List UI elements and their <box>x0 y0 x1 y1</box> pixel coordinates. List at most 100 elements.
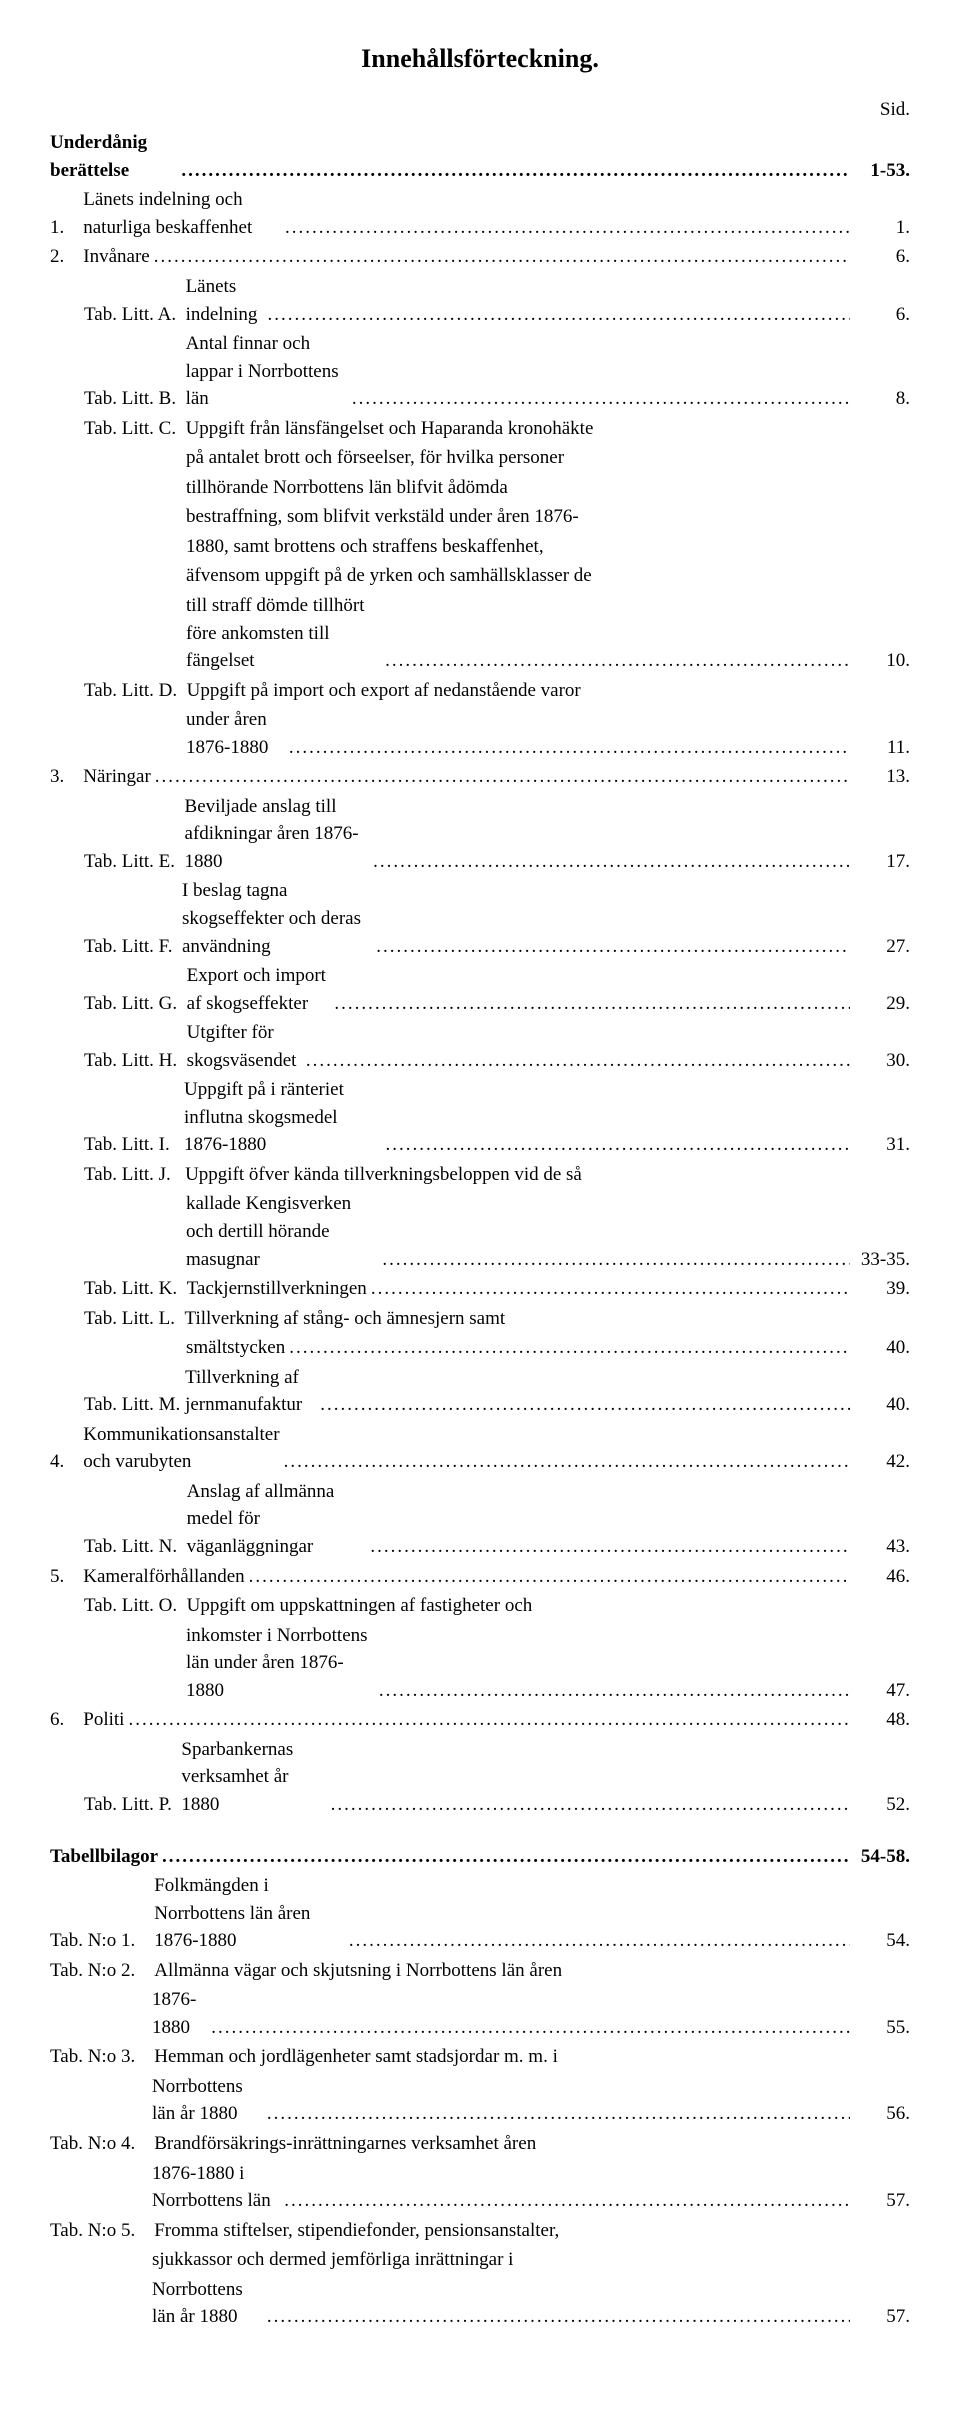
toc-entry: 2. Invånare.............................… <box>50 243 910 271</box>
document-page: Innehållsförteckning. Sid. Underdånig be… <box>50 40 910 2331</box>
entry-text: Politi <box>83 1706 124 1734</box>
entry-text: under åren 1876-1880 <box>186 706 285 761</box>
entry-page: 6. <box>850 243 910 271</box>
leader-dots: ........................................… <box>366 1533 850 1561</box>
toc-entry: under åren 1876-1880....................… <box>50 706 910 761</box>
entry-page: 43. <box>850 1533 910 1561</box>
leader-dots: ........................................… <box>375 1677 850 1705</box>
entry-page: 39. <box>850 1275 910 1303</box>
toc-entry: Tab. Litt. J. Uppgift öfver kända tillve… <box>50 1161 910 1189</box>
toc-entry: Tab. Litt. E. Beviljade anslag till afdi… <box>50 793 910 876</box>
leader-dots: ........................................… <box>177 157 850 185</box>
entry-text: Uppgift öfver kända tillverkningsbeloppe… <box>185 1161 582 1189</box>
leader-dots: ........................................… <box>327 1791 850 1819</box>
entry-label: 2. <box>50 243 83 271</box>
leader-dots: ........................................… <box>263 2303 850 2331</box>
leader-dots: ........................................… <box>245 1563 850 1591</box>
entry-text: smältstycken <box>186 1334 285 1362</box>
toc-entry: äfvensom uppgift på de yrken och samhäll… <box>50 562 910 590</box>
entry-text: Näringar <box>83 763 151 791</box>
entry-text: Kommunikationsanstalter och varubyten <box>83 1421 279 1476</box>
toc-entry: bestraffning, som blifvit verkstäld unde… <box>50 503 910 531</box>
leader-dots: ........................................… <box>280 2187 850 2215</box>
entry-page: 57. <box>850 2187 910 2215</box>
entry-label: Tab. Litt. H. <box>84 1047 187 1075</box>
entry-page: 57. <box>850 2303 910 2331</box>
entry-text: Länets indelning <box>186 273 264 328</box>
entry-text: 1876-1880 <box>152 1986 207 2041</box>
entry-page: 8. <box>850 385 910 413</box>
toc-entry: Tab. Litt. L. Tillverkning af stång- och… <box>50 1305 910 1333</box>
page-title: Innehållsförteckning. <box>50 40 910 78</box>
entry-text: till straff dömde tillhört före ankomste… <box>186 592 381 675</box>
entry-page: 42. <box>850 1448 910 1476</box>
leader-dots: ........................................… <box>372 933 850 961</box>
entry-label: Tab. Litt. I. <box>84 1131 184 1159</box>
entry-text: Fromma stiftelser, stipendiefonder, pens… <box>154 2217 559 2245</box>
leader-dots: ........................................… <box>280 1448 850 1476</box>
entry-label: Tab. N:o 1. <box>50 1927 154 1955</box>
entry-text: Uppgift på i ränteriet influtna skogsmed… <box>184 1076 381 1159</box>
toc-entry: Tab. Litt. B. Antal finnar och lappar i … <box>50 330 910 413</box>
toc-entry: inkomster i Norrbottens län under åren 1… <box>50 1622 910 1705</box>
entry-label: Tab. N:o 3. <box>50 2043 154 2071</box>
leader-dots: ........................................… <box>150 243 850 271</box>
entry-page: 27. <box>850 933 910 961</box>
entry-text: Brandförsäkrings-inrättningarnes verksam… <box>154 2130 536 2158</box>
leader-dots: ........................................… <box>263 301 850 329</box>
leader-dots: ........................................… <box>316 1391 850 1419</box>
toc-entry: 3. Näringar.............................… <box>50 763 910 791</box>
entry-text: Kameralförhållanden <box>83 1563 244 1591</box>
toc-entry: Norrbottens län år 1880.................… <box>50 2073 910 2128</box>
entry-text: bestraffning, som blifvit verkstäld unde… <box>186 503 579 531</box>
toc-entry: till straff dömde tillhört före ankomste… <box>50 592 910 675</box>
entry-text: Uppgift på import och export af nedanstå… <box>187 677 581 705</box>
entry-page: 55. <box>850 2014 910 2042</box>
toc-entry: Tab. Litt. K. Tackjernstillverkningen...… <box>50 1275 910 1303</box>
entry-page: 46. <box>850 1563 910 1591</box>
entry-page: 56. <box>850 2100 910 2128</box>
entry-page: 30. <box>850 1047 910 1075</box>
entry-text: Antal finnar och lappar i Norrbottens lä… <box>186 330 348 413</box>
toc-entry: Tab. Litt. H. Utgifter för skogsväsendet… <box>50 1019 910 1074</box>
toc-entry: 1876-1880...............................… <box>50 1986 910 2041</box>
entry-text: Norrbottens län år 1880 <box>152 2276 263 2331</box>
leader-dots: ........................................… <box>285 1334 850 1362</box>
toc-entry: 1. Länets indelning och naturliga beskaf… <box>50 186 910 241</box>
toc-entry: smältstycken............................… <box>50 1334 910 1362</box>
entry-text: Tillverkning af jernmanufaktur <box>185 1364 316 1419</box>
toc-entry: 4. Kommunikationsanstalter och varubyten… <box>50 1421 910 1476</box>
leader-dots: ........................................… <box>281 214 850 242</box>
leader-dots: ........................................… <box>263 2100 850 2128</box>
toc-entry: 5. Kameralförhållanden..................… <box>50 1563 910 1591</box>
entry-text: I beslag tagna skogseffekter och deras a… <box>182 877 372 960</box>
entry-label: 3. <box>50 763 83 791</box>
entry-label: Tab. Litt. J. <box>84 1161 185 1189</box>
entry-page: 54. <box>850 1927 910 1955</box>
toc-entry: Tab. N:o 1. Folkmängden i Norrbottens lä… <box>50 1872 910 1955</box>
leader-dots: ........................................… <box>285 734 850 762</box>
entry-text: Sparbankernas verksamhet år 1880 <box>181 1736 326 1819</box>
entry-page: 1-53. <box>850 157 910 185</box>
entry-page: 6. <box>850 301 910 329</box>
entry-label: 5. <box>50 1563 83 1591</box>
entry-page: 17. <box>850 848 910 876</box>
toc-entry: Tab. N:o 2. Allmänna vägar och skjutsnin… <box>50 1957 910 1985</box>
leader-dots: ........................................… <box>345 1927 850 1955</box>
entry-page: 10. <box>850 647 910 675</box>
toc-entry: sjukkassor och dermed jemförliga inrättn… <box>50 2246 910 2274</box>
toc-entry: 1876-1880 i Norrbottens län.............… <box>50 2160 910 2215</box>
entry-text: Tackjernstillverkningen <box>187 1275 367 1303</box>
entry-text: Underdånig berättelse <box>50 129 177 184</box>
entry-label: Tab. Litt. P. <box>84 1791 181 1819</box>
entry-text: på antalet brott och förseelser, för hvi… <box>186 444 564 472</box>
entry-text: 1876-1880 i Norrbottens län <box>152 2160 280 2215</box>
entry-text: Anslag af allmänna medel för väganläggni… <box>187 1478 367 1561</box>
leader-dots: ........................................… <box>381 647 850 675</box>
bilagor-title: Tabellbilagor <box>50 1843 158 1871</box>
entry-page: 31. <box>850 1131 910 1159</box>
toc-entry: Tab. Litt. F. I beslag tagna skogseffekt… <box>50 877 910 960</box>
toc-entry: Tab. N:o 3. Hemman och jordlägenheter sa… <box>50 2043 910 2071</box>
toc-entry: Tab. N:o 5. Fromma stiftelser, stipendie… <box>50 2217 910 2245</box>
toc-entry: Tab. Litt. M. Tillverkning af jernmanufa… <box>50 1364 910 1419</box>
